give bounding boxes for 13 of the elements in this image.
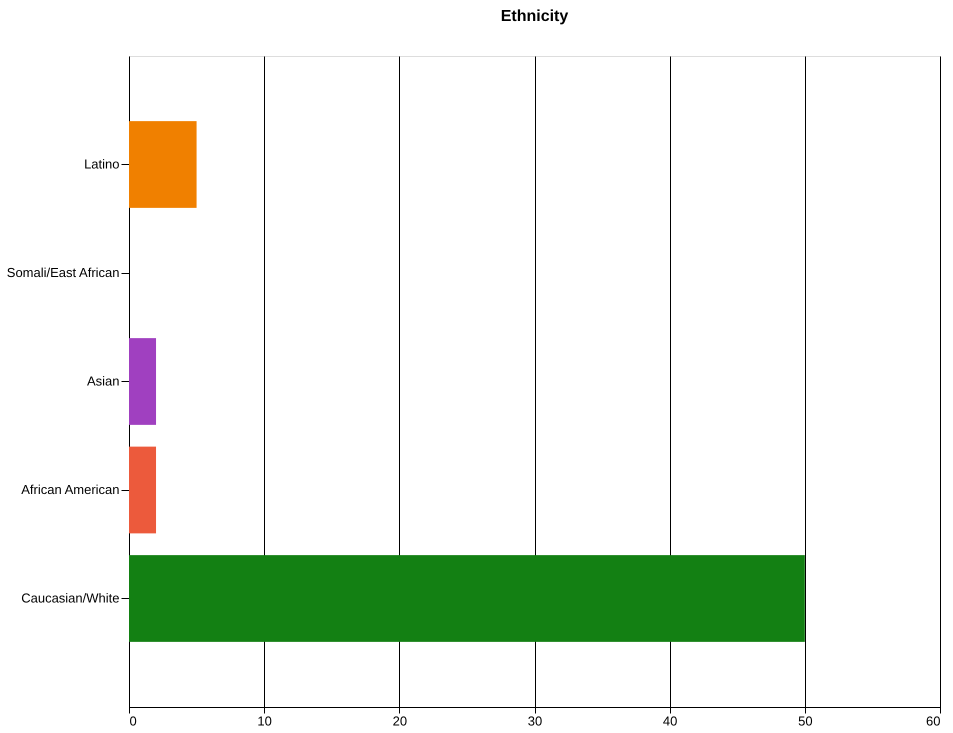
x-tick-label: 10 (257, 714, 272, 728)
y-tick-label: Asian (86, 374, 120, 388)
chart-title: Ethnicity (500, 8, 568, 25)
x-tick-label: 20 (392, 714, 408, 728)
x-tick-label: 50 (798, 714, 813, 728)
x-tick-label: 60 (926, 714, 940, 728)
x-tick-label: 30 (528, 714, 542, 728)
y-tick-label: Latino (84, 156, 120, 172)
x-tick-label: 40 (662, 714, 678, 728)
y-tick-label: African American (21, 482, 120, 497)
y-tick-label: Somali/East African (6, 265, 120, 280)
y-tick-label: Caucasian/White (21, 590, 120, 606)
x-tick-label: 0 (130, 714, 137, 728)
